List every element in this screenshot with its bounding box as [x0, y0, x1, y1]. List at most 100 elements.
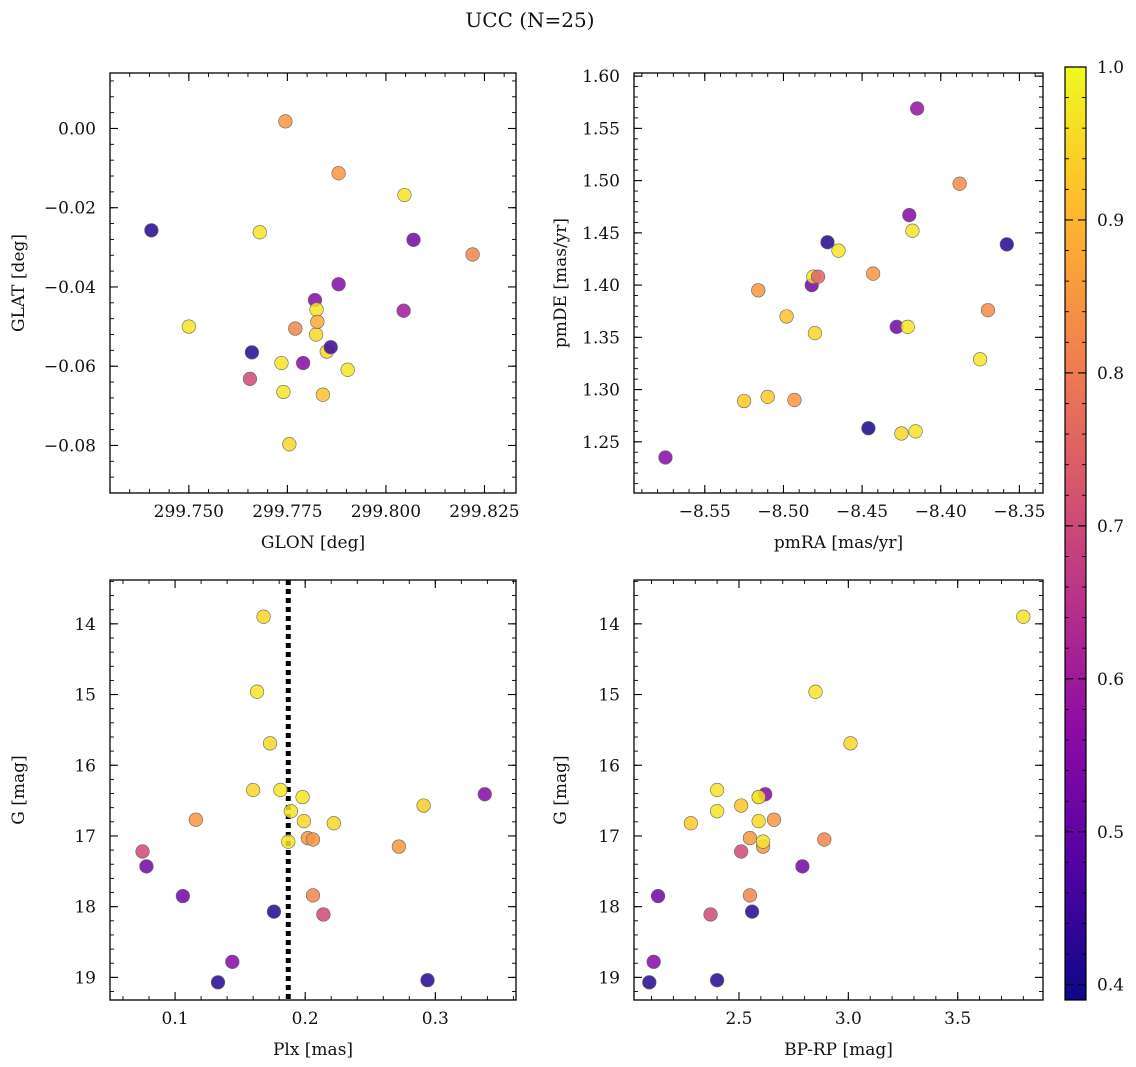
data-point — [831, 243, 846, 258]
data-point — [310, 314, 325, 329]
data-point — [305, 888, 321, 903]
data-point — [900, 319, 915, 334]
data-point — [274, 355, 289, 371]
data-point — [710, 973, 725, 988]
colorbar-tick-label: 0.8 — [1097, 364, 1124, 384]
data-point — [465, 247, 480, 262]
data-point — [910, 101, 925, 116]
data-point — [905, 223, 920, 238]
data-point — [751, 283, 766, 298]
data-point — [952, 176, 967, 191]
colorbar-tick-label: 0.5 — [1097, 823, 1124, 843]
data-point — [416, 798, 431, 813]
data-point — [745, 904, 760, 919]
y-tick-label: 18 — [74, 898, 96, 918]
data-point — [866, 266, 881, 281]
data-point — [787, 392, 802, 408]
y-tick-label: 19 — [598, 968, 620, 988]
data-point — [820, 235, 835, 250]
x-tick-label: −8.55 — [679, 502, 731, 522]
data-point — [278, 114, 293, 129]
x-axis-label: pmRA [mas/yr] — [774, 533, 903, 553]
data-point — [331, 166, 346, 181]
x-axis-label: Plx [mas] — [273, 1040, 353, 1060]
y-axis-label: pmDE [mas/yr] — [551, 218, 571, 348]
data-point — [276, 384, 291, 400]
x-tick-label: −8.50 — [757, 502, 809, 522]
data-point — [406, 232, 421, 247]
y-tick-label: −0.06 — [44, 357, 96, 377]
y-tick-label: 0.00 — [58, 119, 96, 139]
x-tick-label: −8.40 — [915, 502, 967, 522]
y-tick-label: 1.30 — [582, 381, 620, 401]
data-point — [650, 888, 666, 904]
data-point — [742, 830, 758, 846]
data-point — [703, 907, 718, 922]
y-tick-label: 1.60 — [582, 67, 620, 87]
x-tick-label: 2.5 — [725, 1009, 752, 1029]
data-point — [972, 352, 988, 367]
data-point — [256, 609, 271, 624]
axes-frame — [109, 72, 517, 494]
data-point — [326, 816, 341, 831]
data-point — [262, 736, 278, 751]
data-point — [807, 326, 823, 341]
y-tick-label: 1.35 — [582, 328, 620, 348]
y-tick-label: 17 — [74, 827, 96, 847]
data-point — [266, 904, 282, 919]
figure-title: UCC (N=25) — [465, 8, 594, 32]
data-point — [779, 309, 794, 324]
y-tick-label: 19 — [74, 968, 96, 988]
data-point — [894, 426, 909, 441]
data-point — [305, 832, 321, 847]
y-tick-label: −0.08 — [44, 436, 96, 456]
data-point — [980, 303, 996, 318]
data-point — [139, 859, 154, 874]
y-axis-label: G [mag] — [551, 755, 571, 824]
data-point — [309, 302, 324, 317]
y-axis-label: G [mag] — [9, 755, 29, 824]
panel-bprp-g: 2.5 3.0 3.5 14 15 16 17 18 19 BP-RP [mag] G [mag] — [551, 579, 1044, 1060]
data-point — [391, 839, 406, 854]
colorbar-tick-label: 0.4 — [1097, 976, 1124, 996]
data-point — [225, 954, 240, 969]
panel-pmra-pmde: −8.55 −8.50 −8.45 −8.40 −8.35 1.25 1.30 1.35 1.4… — [551, 67, 1045, 553]
data-point — [242, 371, 258, 386]
data-point — [323, 340, 338, 355]
data-point — [795, 859, 810, 874]
data-point — [861, 421, 876, 436]
x-tick-label: −8.45 — [836, 502, 888, 522]
data-point — [244, 345, 260, 360]
data-point — [188, 812, 203, 827]
data-point — [397, 187, 412, 203]
data-point — [316, 907, 331, 922]
colorbar: 0.4 0.5 0.6 0.7 0.8 0.9 1.0 — [1064, 58, 1124, 1001]
data-point — [817, 832, 832, 847]
data-point — [283, 804, 298, 819]
colorbar-gradient — [1064, 66, 1087, 1001]
data-point — [710, 804, 725, 819]
data-point — [742, 888, 758, 903]
data-point — [252, 225, 267, 240]
colorbar-tick-label: 0.9 — [1097, 211, 1124, 231]
data-point — [249, 684, 265, 699]
panel-plx-g: 0.1 0.2 0.3 14 15 16 17 18 19 Plx [mas] G [mag] — [9, 579, 517, 1060]
data-point — [420, 973, 435, 988]
x-axis-label: BP-RP [mag] — [784, 1040, 893, 1060]
data-point — [309, 327, 324, 342]
data-point — [734, 798, 749, 813]
axes-frame — [633, 72, 1044, 494]
data-point — [144, 223, 159, 238]
data-point — [210, 975, 226, 990]
data-point — [340, 362, 355, 377]
x-tick-label: 299.775 — [252, 502, 322, 522]
x-tick-label: 299.825 — [449, 502, 519, 522]
x-tick-label: 299.750 — [154, 502, 224, 522]
x-axis-label: GLON [deg] — [261, 533, 365, 553]
data-point — [331, 277, 346, 292]
y-tick-label: 15 — [598, 686, 620, 706]
x-tick-label: 299.800 — [351, 502, 421, 522]
x-tick-label: 0.1 — [162, 1009, 189, 1029]
y-tick-label: 16 — [598, 756, 620, 776]
data-point — [908, 424, 923, 439]
